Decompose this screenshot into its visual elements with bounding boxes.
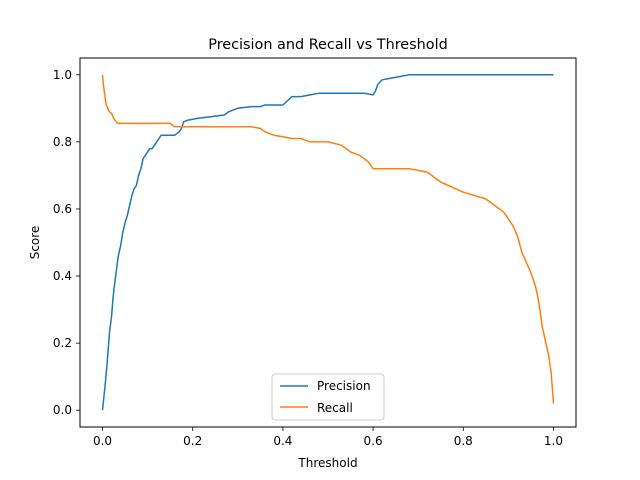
- x-tick-label: 0.0: [93, 434, 112, 448]
- series-line-precision: [101, 74, 554, 411]
- y-tick-label: 0.8: [53, 135, 72, 149]
- x-tick-label: 0.6: [364, 434, 383, 448]
- y-axis: 0.0 0.2 0.4 0.6 0.8 1.0: [53, 68, 80, 417]
- y-tick-label: 0.0: [53, 403, 72, 417]
- plot-frame: [79, 57, 577, 428]
- y-tick-label: 0.6: [53, 202, 72, 216]
- plot-lines: [101, 74, 555, 411]
- y-tick-label: 0.2: [53, 336, 72, 350]
- legend-label-recall: Recall: [317, 401, 353, 415]
- x-tick-label: 1.0: [544, 434, 563, 448]
- x-tick-label: 0.8: [454, 434, 473, 448]
- x-tick-label: 0.4: [273, 434, 292, 448]
- y-tick-label: 1.0: [53, 68, 72, 82]
- legend-label-precision: Precision: [317, 379, 371, 393]
- x-axis: 0.0 0.2 0.4 0.6 0.8 1.0: [93, 427, 563, 448]
- x-axis-label: Threshold: [297, 456, 357, 470]
- chart-title: Precision and Recall vs Threshold: [208, 37, 447, 53]
- legend: Precision Recall: [271, 373, 385, 421]
- y-tick-label: 0.4: [53, 269, 72, 283]
- x-tick-label: 0.2: [183, 434, 202, 448]
- series-line-recall: [101, 74, 555, 404]
- y-axis-label: Score: [28, 226, 42, 260]
